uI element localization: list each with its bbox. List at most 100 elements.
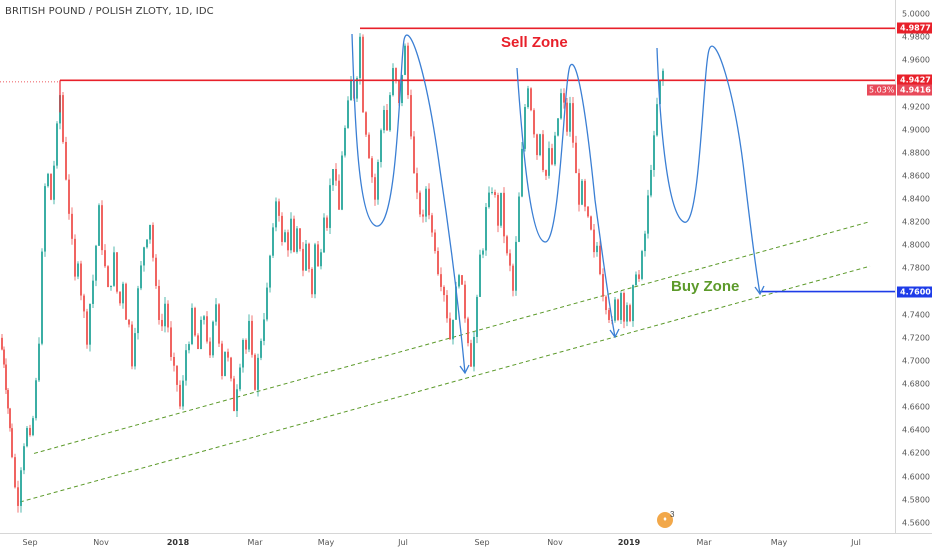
candle-body: [620, 293, 622, 320]
candle-body: [311, 268, 313, 295]
candle-body: [587, 206, 589, 217]
candle-body: [26, 427, 28, 447]
candle-body: [230, 357, 232, 379]
candle-body: [554, 135, 556, 165]
candle-body: [86, 311, 88, 345]
y-tick-label: 4.8600: [902, 171, 930, 181]
candle-body: [89, 303, 91, 345]
candle-body: [197, 335, 199, 350]
y-tick-label: 4.8000: [902, 240, 930, 250]
candle-body: [347, 100, 349, 128]
x-tick-label: May: [317, 538, 335, 547]
candle-body: [578, 173, 580, 205]
x-tick-label: Nov: [547, 538, 563, 547]
channel-line: [33, 221, 871, 454]
candle-body: [434, 232, 436, 252]
candle-body: [224, 351, 226, 376]
candle-body: [530, 88, 532, 111]
candle-body: [164, 303, 166, 327]
idea-marker-icon[interactable]: ♦: [657, 512, 673, 528]
candle-body: [269, 255, 271, 288]
candle-body: [413, 136, 415, 174]
candle-body: [143, 247, 145, 266]
candle-body: [497, 194, 499, 226]
candle-body: [92, 280, 94, 304]
candle-body: [233, 378, 235, 412]
candle-body: [278, 201, 280, 216]
candle-body: [392, 68, 394, 96]
candle-body: [566, 102, 568, 132]
candle-body: [3, 349, 5, 365]
candle-body: [551, 148, 553, 165]
candle-body: [629, 305, 631, 322]
price-badge: 4.9427: [897, 74, 932, 86]
candle-body: [80, 263, 82, 296]
candle-body: [335, 169, 337, 181]
candle-body: [383, 109, 385, 131]
x-tick-label: Jul: [398, 538, 408, 547]
candle-body: [503, 192, 505, 237]
candle-body: [605, 296, 607, 311]
y-tick-label: 4.7000: [902, 356, 930, 366]
candle-body: [329, 185, 331, 228]
candle-body: [344, 127, 346, 156]
candle-body: [506, 236, 508, 254]
candle-body: [596, 245, 598, 253]
candle-body: [290, 218, 292, 251]
candle-body: [431, 215, 433, 233]
candle-body: [572, 103, 574, 143]
candle-body: [215, 304, 217, 322]
candle-body: [500, 192, 502, 226]
candle-body: [464, 284, 466, 319]
candle-body: [455, 286, 457, 320]
candle-body: [104, 250, 106, 267]
projection-curve: [516, 63, 616, 338]
candle-body: [617, 299, 619, 320]
time-axis[interactable]: [0, 533, 932, 551]
candle-body: [239, 367, 241, 390]
candle-body: [356, 78, 358, 99]
candle-body: [152, 224, 154, 258]
candle-body: [440, 274, 442, 287]
candle-body: [608, 310, 610, 320]
candle-body: [62, 95, 64, 142]
candle-body: [491, 192, 493, 194]
candle-body: [659, 79, 661, 105]
candle-body: [284, 232, 286, 242]
idea-marker-count: 3: [670, 510, 675, 519]
candle-body: [527, 88, 529, 108]
candle-body: [56, 123, 58, 166]
candle-body: [218, 304, 220, 344]
y-tick-label: 4.9200: [902, 102, 930, 112]
y-tick-label: 4.8200: [902, 217, 930, 227]
y-tick-label: 4.7800: [902, 263, 930, 273]
candle-body: [416, 173, 418, 193]
candle-body: [206, 316, 208, 342]
x-tick-label: Nov: [93, 538, 109, 547]
candle-body: [77, 263, 79, 277]
y-tick-label: 4.6800: [902, 379, 930, 389]
candle-body: [425, 188, 427, 217]
y-tick-label: 4.7200: [902, 333, 930, 343]
candle-body: [569, 103, 571, 132]
candle-body: [9, 408, 11, 429]
candle-body: [557, 118, 559, 136]
candle-body: [359, 36, 361, 79]
candle-body: [299, 228, 301, 249]
candle-body: [44, 186, 46, 252]
candle-body: [575, 142, 577, 174]
candle-body: [35, 380, 37, 419]
candle-body: [74, 238, 76, 277]
candle-body: [539, 134, 541, 156]
y-tick-label: 4.6400: [902, 425, 930, 435]
candle-body: [209, 341, 211, 356]
candle-body: [647, 195, 649, 234]
candle-body: [626, 305, 628, 322]
candle-body: [599, 245, 601, 275]
candle-body: [308, 243, 310, 269]
candle-body: [128, 319, 130, 325]
candle-body: [368, 134, 370, 159]
candle-body: [590, 216, 592, 230]
candle-body: [194, 307, 196, 336]
